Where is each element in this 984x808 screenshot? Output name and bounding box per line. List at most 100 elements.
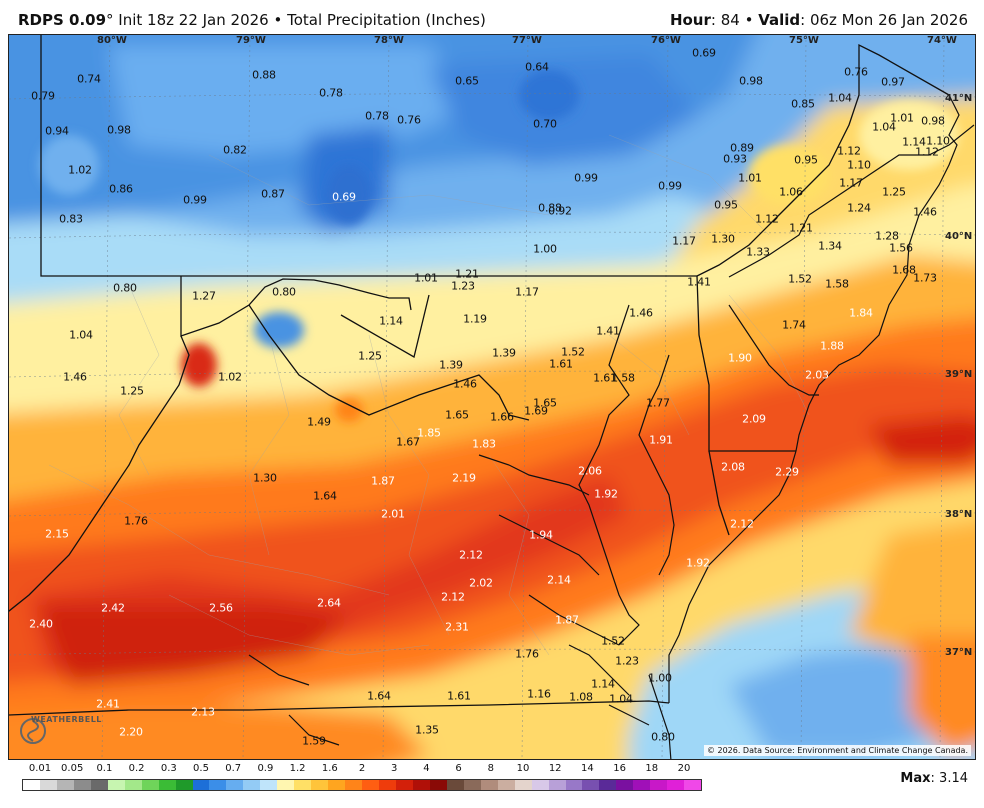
legend-swatch [379,780,396,790]
legend-swatch [141,780,159,790]
legend-swatch [226,780,244,790]
legend-tick-label: 0.1 [96,763,113,774]
precip-value-label: 2.41 [96,697,120,711]
precip-value-label: 1.21 [455,267,479,281]
longitude-tick: 80°W [97,35,127,46]
legend-swatch [23,780,40,790]
precip-value-label: 1.23 [451,279,475,293]
data-source-credit: © 2026. Data Source: Environment and Cli… [703,745,971,756]
latitude-tick: 40°N [945,231,973,242]
legend-swatch [633,780,651,790]
legend-swatch [90,780,108,790]
legend-swatch [39,780,57,790]
precip-value-label: 2.02 [469,576,493,590]
precip-value-label: 1.61 [447,689,471,703]
precip-value-label: 2.12 [459,548,483,562]
precip-value-label: 1.58 [825,277,849,291]
precip-value-label: 0.98 [739,74,763,88]
precip-value-label: 1.01 [890,111,914,125]
precip-value-label: 1.88 [820,339,844,353]
max-label: Max [900,771,931,786]
legend-swatch [548,780,566,790]
legend-swatch [446,780,464,790]
precip-value-label: 1.04 [828,91,852,105]
precip-value-label: 0.98 [921,114,945,128]
precip-value-label: 1.30 [711,232,735,246]
color-legend: 0.01 0.05 0.1 0.2 0.3 0.5 0.7 0.9 1.2 1.6 2 3 4 6 8 10 1… [22,763,702,797]
legend-swatch [582,780,600,790]
precip-value-label: 0.64 [525,60,549,74]
legend-swatch [497,780,515,790]
longitude-tick: 78°W [374,35,404,46]
valid-label: Valid [758,11,801,29]
legend-tick-label: 14 [581,763,594,774]
precip-value-label: 1.25 [882,185,906,199]
precip-value-label: 1.68 [892,263,916,277]
precip-value-label: 1.46 [63,370,87,384]
precip-value-label: 0.78 [319,86,343,100]
precip-value-label: 1.87 [555,613,579,627]
latitude-tick: 39°N [945,369,973,380]
precip-value-label: 1.17 [515,285,539,299]
legend-tick-label: 0.01 [28,763,52,774]
precip-value-label: 1.39 [492,346,516,360]
precip-value-label: 0.94 [45,124,69,138]
legend-swatch [565,780,583,790]
precip-value-label: 1.85 [417,426,441,440]
precip-value-label: 0.93 [723,152,747,166]
precip-value-label: 1.74 [782,318,806,332]
precip-value-label: 1.92 [686,556,710,570]
legend-ticks: 0.01 0.05 0.1 0.2 0.3 0.5 0.7 0.9 1.2 1.6 2 3 4 6 8 10 1… [22,763,702,777]
state-borders [9,35,950,716]
map-title: RDPS 0.09° Init 18z 22 Jan 2026 • Total … [18,11,486,29]
precip-value-label: 1.52 [788,272,812,286]
precip-value-label: 1.04 [69,328,93,342]
legend-swatch [107,780,125,790]
precip-value-label: 1.28 [875,229,899,243]
precip-value-label: 1.65 [533,396,557,410]
precip-value-label: 2.08 [721,460,745,474]
precip-value-label: 1.24 [847,201,871,215]
header-bar: RDPS 0.09° Init 18z 22 Jan 2026 • Total … [0,0,984,34]
precip-value-label: 1.10 [847,158,871,172]
precip-value-label: 1.76 [515,647,539,661]
precip-value-label: 0.86 [109,182,133,196]
precip-value-label: 0.88 [538,201,562,215]
precip-value-label: 1.94 [529,528,553,542]
precip-value-label: 1.02 [68,163,92,177]
legend-tick-label: 6 [455,763,462,774]
precip-value-label: 1.90 [728,351,752,365]
legend-tick-label: 0.7 [225,763,242,774]
precip-value-label: 1.52 [601,634,625,648]
precip-value-label: 1.17 [839,176,863,190]
precip-value-label: 0.95 [794,153,818,167]
precip-value-label: 0.99 [658,179,682,193]
precip-value-label: 1.58 [611,371,635,385]
precip-value-label: 0.80 [113,281,137,295]
precip-detail [39,70,959,422]
precip-value-label: 0.89 [730,141,754,155]
legend-tick-label: 3 [391,763,398,774]
legend-swatch [243,780,261,790]
graticule [9,35,975,759]
legend-tick-label: 1.6 [321,763,338,774]
precip-value-label: 1.83 [472,437,496,451]
precip-value-label: 0.70 [533,117,557,131]
precip-value-label: 1.46 [913,205,937,219]
precip-value-label: 0.74 [77,72,101,86]
precip-value-label: 1.33 [746,245,770,259]
precip-value-label: 1.00 [648,671,672,685]
legend-color-bar [22,779,702,791]
legend-tick-label: 0.3 [160,763,177,774]
precip-value-label: 1.04 [872,120,896,134]
precipitation-map[interactable]: 80°W 79°W 78°W 77°W 76°W 75°W 74°W 41°N 40°N 39°N… [8,34,976,760]
county-lines [48,134,810,656]
precip-value-label: 0.69 [692,46,716,60]
precip-value-label: 1.39 [439,358,463,372]
weatherbell-logo: WEATHERBELL [19,711,101,751]
legend-tick-label: 20 [677,763,691,774]
latitude-tick: 37°N [945,647,973,658]
precip-value-label: 1.92 [594,487,618,501]
legend-swatch [328,780,346,790]
precip-value-label: 2.29 [775,465,799,479]
